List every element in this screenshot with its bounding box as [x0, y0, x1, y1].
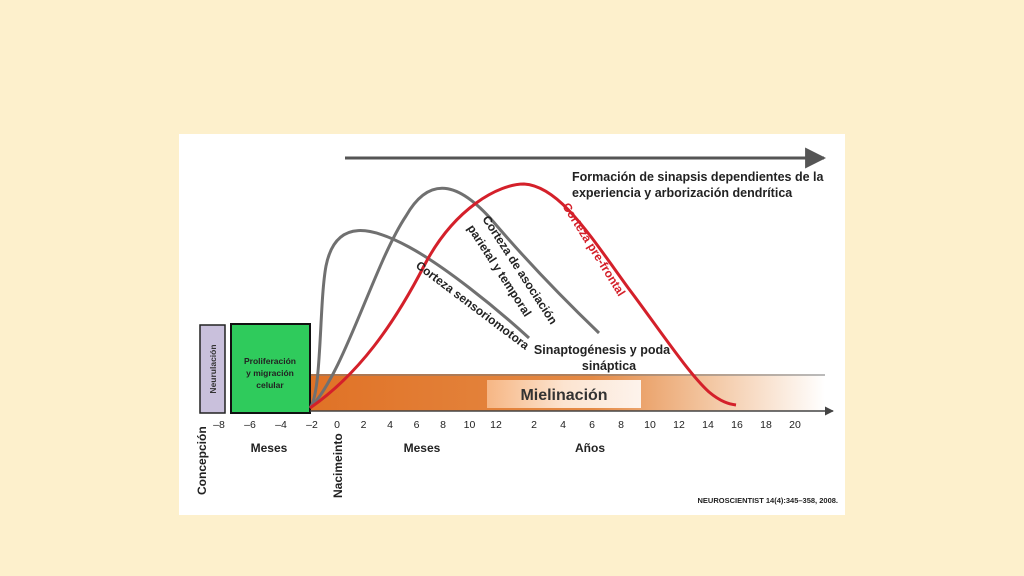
- top-arrow-label-line1: Formación de sinapsis dependientes de la: [572, 170, 825, 184]
- sinaptogenesis-label-line1: Sinaptogénesis y poda: [534, 343, 671, 357]
- tick-label: 16: [731, 419, 743, 431]
- tick-label: –2: [306, 419, 318, 431]
- label-prefrontal: Corteza pre-frontal: [559, 200, 628, 298]
- neurulacion-box: [199, 324, 226, 414]
- unit-anos: Años: [575, 441, 605, 455]
- axis-ticks: –8 –6 –4 –2 0 2 4 6 8 10 12 2 4 6 8 10 12 14 16 18 20: [213, 419, 801, 431]
- brain-development-diagram: Formación de sinapsis dependientes de la…: [195, 147, 838, 505]
- citation: NEUROSCIENTIST 14(4):345–358, 2008.: [698, 496, 838, 505]
- tick-label: 2: [531, 419, 537, 431]
- tick-label: –4: [275, 419, 287, 431]
- tick-label: –6: [244, 419, 256, 431]
- tick-label: 10: [644, 419, 656, 431]
- tick-label: 18: [760, 419, 772, 431]
- tick-label: 20: [789, 419, 801, 431]
- tick-label: 4: [387, 419, 393, 431]
- tick-label: 8: [618, 419, 624, 431]
- neurulacion-label: Neurulación: [208, 344, 218, 393]
- tick-label: 14: [702, 419, 714, 431]
- tick-label: 4: [560, 419, 566, 431]
- unit-meses-prenatal: Meses: [251, 441, 288, 455]
- tick-label: –8: [213, 419, 225, 431]
- top-arrow-label-line2: experiencia y arborización dendrítica: [572, 186, 793, 200]
- proliferacion-box: [230, 323, 311, 414]
- tick-label: 8: [440, 419, 446, 431]
- curve-asociacion: [308, 186, 601, 410]
- proliferacion-label-line3: celular: [256, 380, 284, 390]
- tick-label: 12: [490, 419, 502, 431]
- proliferacion-label-line1: Proliferación: [244, 356, 296, 366]
- mielinacion-box: [487, 380, 641, 408]
- proliferacion-label-line2: y migración: [246, 368, 294, 378]
- tick-label: 2: [361, 419, 367, 431]
- diagram-panel: Formación de sinapsis dependientes de la…: [179, 134, 845, 515]
- tick-label: 6: [589, 419, 595, 431]
- mielinacion-label: Mielinación: [520, 387, 607, 404]
- tick-label: 12: [673, 419, 685, 431]
- unit-meses-postnatal: Meses: [404, 441, 441, 455]
- tick-label: 0: [334, 419, 340, 431]
- curve-sensoriomotora: [308, 229, 531, 409]
- tick-label: 6: [414, 419, 420, 431]
- curve-prefrontal: [309, 182, 737, 410]
- tick-label: 10: [464, 419, 476, 431]
- sinaptogenesis-label-line2: sináptica: [582, 359, 637, 373]
- milestone-concepcion: Concepción: [195, 426, 209, 495]
- milestone-nacimiento: Nacimeinto: [331, 433, 345, 498]
